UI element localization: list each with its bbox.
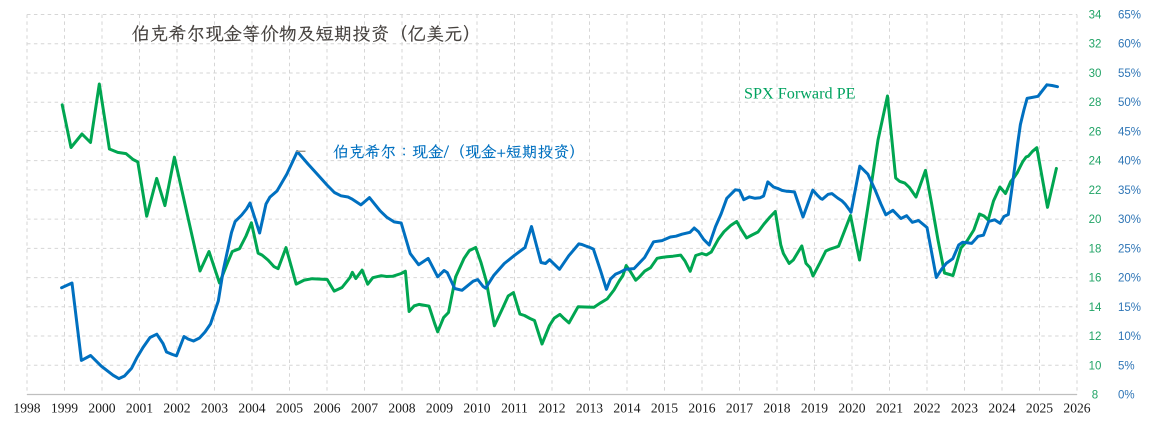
svg-text:2008: 2008	[388, 400, 415, 415]
svg-text:2014: 2014	[613, 400, 640, 415]
svg-text:1998: 1998	[13, 400, 40, 415]
svg-text:2021: 2021	[876, 400, 903, 415]
svg-text:2004: 2004	[238, 400, 265, 415]
svg-text:34: 34	[1089, 10, 1102, 22]
svg-text:12: 12	[1089, 331, 1102, 343]
svg-text:16: 16	[1089, 273, 1102, 285]
svg-text:SPX Forward PE: SPX Forward PE	[744, 85, 856, 103]
svg-text:2019: 2019	[801, 400, 828, 415]
svg-text:8: 8	[1092, 390, 1098, 402]
svg-text:2001: 2001	[126, 400, 153, 415]
svg-text:10%: 10%	[1118, 331, 1141, 343]
svg-text:2009: 2009	[426, 400, 453, 415]
svg-text:2018: 2018	[763, 400, 790, 415]
svg-text:65%: 65%	[1118, 10, 1141, 22]
svg-text:50%: 50%	[1118, 97, 1141, 109]
svg-text:2026: 2026	[1063, 400, 1090, 415]
svg-text:20: 20	[1089, 214, 1102, 226]
svg-text:60%: 60%	[1118, 39, 1141, 51]
svg-text:18: 18	[1089, 243, 1102, 255]
svg-text:30%: 30%	[1118, 214, 1141, 226]
svg-text:45%: 45%	[1118, 126, 1141, 138]
svg-text:35%: 35%	[1118, 185, 1141, 197]
svg-text:2010: 2010	[463, 400, 490, 415]
svg-text:2012: 2012	[538, 400, 565, 415]
svg-text:28: 28	[1089, 97, 1102, 109]
svg-text:20%: 20%	[1118, 273, 1141, 285]
svg-text:15%: 15%	[1118, 302, 1141, 314]
svg-text:1999: 1999	[51, 400, 78, 415]
svg-text:2005: 2005	[276, 400, 303, 415]
svg-text:55%: 55%	[1118, 68, 1141, 80]
svg-text:2013: 2013	[576, 400, 603, 415]
svg-text:0%: 0%	[1118, 390, 1135, 402]
svg-text:2016: 2016	[688, 400, 715, 415]
svg-text:2015: 2015	[651, 400, 678, 415]
svg-text:24: 24	[1089, 156, 1102, 168]
svg-text:22: 22	[1089, 185, 1102, 197]
svg-text:2017: 2017	[726, 400, 753, 415]
svg-text:10: 10	[1089, 360, 1102, 372]
svg-text:2007: 2007	[351, 400, 378, 415]
svg-text:2002: 2002	[163, 400, 190, 415]
svg-text:5%: 5%	[1118, 360, 1135, 372]
svg-text:2020: 2020	[838, 400, 865, 415]
svg-text:40%: 40%	[1118, 156, 1141, 168]
svg-text:2024: 2024	[988, 400, 1015, 415]
svg-text:30: 30	[1089, 68, 1102, 80]
svg-text:2006: 2006	[313, 400, 340, 415]
svg-text:2022: 2022	[913, 400, 940, 415]
svg-text:2000: 2000	[88, 400, 115, 415]
svg-text:26: 26	[1089, 126, 1102, 138]
svg-text:14: 14	[1089, 302, 1102, 314]
svg-text:2025: 2025	[1026, 400, 1053, 415]
svg-text:25%: 25%	[1118, 243, 1141, 255]
svg-text:2011: 2011	[501, 400, 528, 415]
svg-text:2003: 2003	[201, 400, 228, 415]
svg-text:2023: 2023	[951, 400, 978, 415]
svg-text:32: 32	[1089, 39, 1102, 51]
